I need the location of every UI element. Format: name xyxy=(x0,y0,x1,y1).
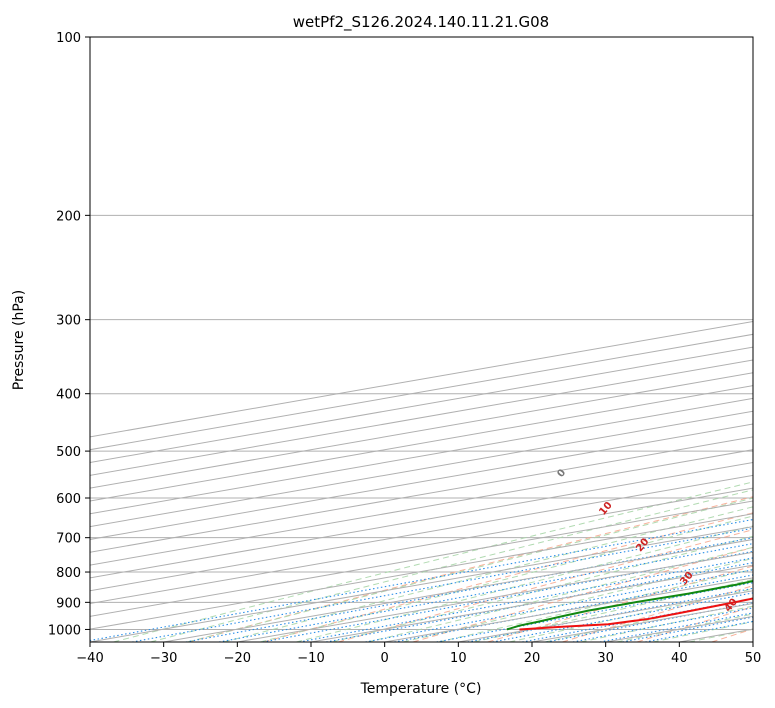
y-tick-label: 600 xyxy=(56,492,81,507)
x-tick-label: 40 xyxy=(671,651,688,666)
isotherm-line xyxy=(90,526,753,642)
isotherm-line xyxy=(90,487,753,605)
y-tick-label: 200 xyxy=(56,209,81,224)
plot-area xyxy=(90,37,753,642)
dry-adiabat xyxy=(338,529,753,642)
y-axis: 100 200 300 400 500 600 700 800 900 1000 xyxy=(48,31,90,638)
isotherm-line xyxy=(90,449,753,566)
isotherm-line xyxy=(90,320,753,438)
isotherm-line xyxy=(90,513,753,630)
y-axis-title: Pressure (hPa) xyxy=(11,290,27,390)
moist-adiabat xyxy=(473,578,753,642)
x-tick-label: 30 xyxy=(597,651,614,666)
y-tick-label: 900 xyxy=(56,596,81,611)
mixing-ratio-line xyxy=(325,562,753,642)
isotherms xyxy=(90,320,753,642)
isotherm-line xyxy=(90,333,753,451)
moist-adiabat xyxy=(150,489,753,642)
isotherm-line xyxy=(90,436,753,553)
moist-adiabat xyxy=(260,515,753,642)
x-tick-label: −40 xyxy=(76,651,103,666)
mixing-ratio-line xyxy=(622,616,753,642)
x-tick-label: −30 xyxy=(150,651,177,666)
x-tick-label: 10 xyxy=(450,651,467,666)
x-axis: −40 −30 −20 −10 0 10 20 30 40 50 xyxy=(76,642,761,666)
y-tick-label: 1000 xyxy=(48,623,81,638)
y-tick-label: 300 xyxy=(56,314,81,329)
y-tick-label: 500 xyxy=(56,445,81,460)
mixing-ratio-line xyxy=(299,557,753,642)
moist-adiabat xyxy=(509,588,753,642)
y-tick-label: 400 xyxy=(56,388,81,403)
mixing-ratio-line xyxy=(365,569,753,642)
y-tick-label: 100 xyxy=(56,31,81,46)
moist-adiabat xyxy=(113,481,753,642)
moist-adiabat xyxy=(402,557,753,642)
isotherm-line xyxy=(90,500,753,617)
x-tick-label: −20 xyxy=(224,651,251,666)
plot-frame xyxy=(89,36,754,643)
y-tick-label: 700 xyxy=(56,532,81,547)
x-tick-label: 0 xyxy=(381,651,389,666)
dry-adiabat xyxy=(263,512,753,642)
moist-adiabat xyxy=(331,535,753,642)
mixing-ratio-line xyxy=(262,550,753,642)
isotherm-line xyxy=(90,462,753,579)
x-tick-label: 20 xyxy=(524,651,541,666)
x-tick-label: −10 xyxy=(297,651,324,666)
isotherm-line xyxy=(90,474,753,592)
x-tick-label: 50 xyxy=(745,651,762,666)
chart-title: wetPf2_S126.2024.140.11.21.G08 xyxy=(293,13,549,32)
x-axis-title: Temperature (°C) xyxy=(360,681,482,697)
dry-adiabats xyxy=(188,496,753,642)
isotherm-line xyxy=(163,538,753,642)
moist-adiabat xyxy=(296,525,753,642)
y-tick-label: 800 xyxy=(56,566,81,581)
